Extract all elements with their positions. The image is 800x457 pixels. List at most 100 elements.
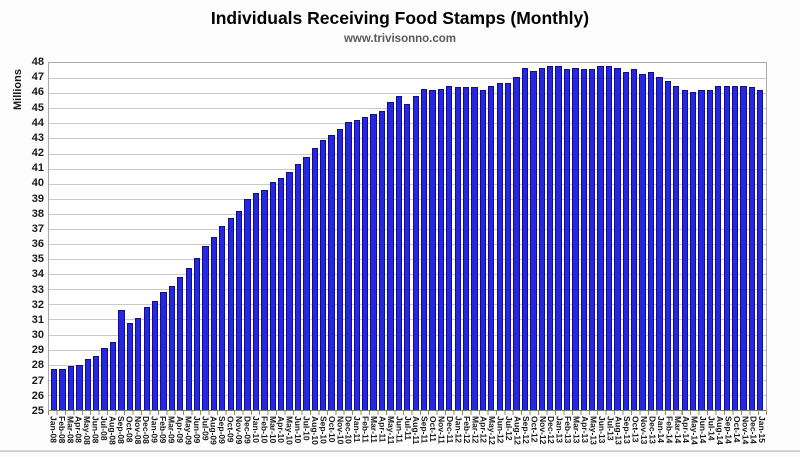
x-tick-label: Nov-08 bbox=[132, 416, 143, 445]
x-tick: Aug-14 bbox=[714, 416, 725, 450]
bar-Oct-12 bbox=[530, 70, 537, 410]
x-tick-label: Dec-12 bbox=[546, 416, 557, 444]
x-tick: Mar-09 bbox=[166, 416, 177, 450]
x-tick-label: Mar-13 bbox=[571, 416, 582, 444]
x-tick-label: Jun-11 bbox=[394, 416, 405, 443]
bar-Aug-11 bbox=[412, 96, 419, 410]
x-tick-label: Nov-14 bbox=[740, 416, 751, 445]
x-tick: Oct-09 bbox=[225, 416, 236, 450]
x-tick-label: Aug-11 bbox=[411, 416, 422, 445]
bar-May-09 bbox=[185, 268, 192, 410]
plot-area bbox=[48, 62, 767, 411]
bar-Jul-10 bbox=[303, 156, 310, 410]
bar-Jul-12 bbox=[504, 82, 512, 410]
x-tick: Feb-09 bbox=[158, 416, 169, 450]
y-tick-label: 28 bbox=[31, 359, 44, 372]
x-tick-label: Sep-10 bbox=[318, 416, 329, 444]
x-tick-label: Feb-08 bbox=[56, 416, 67, 444]
x-tick: Dec-14 bbox=[749, 416, 759, 450]
x-tick-label: Apr-14 bbox=[681, 416, 692, 443]
x-tick: Dec-09 bbox=[242, 416, 252, 450]
x-tick: Nov-09 bbox=[234, 416, 244, 450]
y-tick-label: 26 bbox=[31, 389, 44, 402]
y-tick-label: 38 bbox=[31, 207, 44, 220]
x-tick-label: Aug-14 bbox=[714, 416, 725, 445]
x-tick-label: Aug-09 bbox=[208, 416, 219, 445]
x-tick-label: Jan-11 bbox=[352, 416, 363, 443]
x-tick-label: Mar-10 bbox=[267, 416, 278, 444]
bar-May-13 bbox=[589, 69, 596, 410]
x-tick-label: May-11 bbox=[385, 416, 396, 445]
x-tick-label: Mar-08 bbox=[65, 416, 76, 444]
x-tick-label: Mar-14 bbox=[672, 416, 683, 444]
x-tick: Dec-12 bbox=[546, 416, 557, 450]
bar-Sep-14 bbox=[723, 85, 730, 410]
x-tick: Dec-08 bbox=[141, 416, 151, 450]
x-tick: Mar-12 bbox=[470, 416, 481, 450]
x-tick-label: Apr-09 bbox=[174, 416, 185, 443]
x-tick: Jun-11 bbox=[394, 416, 405, 450]
y-tick-label: 45 bbox=[31, 101, 44, 114]
x-tick: Mar-08 bbox=[65, 416, 76, 450]
x-tick-label: Jun-09 bbox=[191, 416, 202, 444]
bar-Aug-12 bbox=[513, 76, 520, 410]
x-tick-label: Jan-13 bbox=[554, 416, 565, 443]
bar-Jul-14 bbox=[706, 90, 714, 410]
x-tick-label: Sep-11 bbox=[419, 416, 430, 444]
x-tick-label: Feb-09 bbox=[158, 416, 169, 444]
bar-Jun-12 bbox=[496, 82, 503, 410]
x-tick: Jun-13 bbox=[597, 416, 607, 450]
x-tick: Aug-13 bbox=[614, 416, 624, 450]
x-tick-label: Oct-14 bbox=[731, 416, 742, 443]
bar-Dec-10 bbox=[345, 121, 352, 410]
bar-Dec-11 bbox=[446, 85, 453, 410]
bar-Aug-14 bbox=[715, 85, 722, 410]
bar-Dec-08 bbox=[143, 307, 150, 410]
x-tick-label: Oct-12 bbox=[529, 416, 540, 443]
bar-Feb-08 bbox=[59, 369, 66, 410]
x-tick-label: Jan-09 bbox=[149, 416, 160, 443]
bar-Feb-10 bbox=[261, 189, 268, 410]
bar-Jul-09 bbox=[202, 245, 209, 410]
bar-Feb-09 bbox=[160, 292, 167, 410]
x-tick: Aug-11 bbox=[411, 416, 422, 450]
bar-Feb-14 bbox=[664, 81, 672, 410]
x-tick: Oct-13 bbox=[631, 416, 641, 450]
x-tick: Jul-10 bbox=[302, 416, 312, 450]
bar-Sep-12 bbox=[521, 67, 529, 410]
bar-Oct-08 bbox=[126, 322, 134, 410]
x-tick-label: Mar-12 bbox=[470, 416, 481, 444]
x-tick-label: Aug-10 bbox=[309, 416, 320, 445]
x-tick: Jul-13 bbox=[605, 416, 615, 450]
x-tick: May-13 bbox=[588, 416, 598, 450]
x-tick-label: Jan-12 bbox=[453, 416, 464, 443]
bar-Mar-10 bbox=[269, 182, 276, 410]
x-tick: Aug-12 bbox=[512, 416, 522, 450]
x-tick-label: Oct-09 bbox=[225, 416, 236, 443]
y-tick-label: 39 bbox=[31, 192, 44, 205]
y-tick-label: 44 bbox=[31, 116, 44, 129]
bar-Jun-14 bbox=[698, 90, 705, 410]
y-tick-label: 30 bbox=[31, 329, 44, 342]
x-tick-label: Dec-13 bbox=[647, 416, 658, 444]
bar-Aug-09 bbox=[210, 236, 218, 410]
x-tick: Jan-09 bbox=[149, 416, 160, 450]
bar-Sep-13 bbox=[622, 72, 629, 410]
y-tick-label: 29 bbox=[31, 344, 44, 357]
x-tick-label: Sep-09 bbox=[217, 416, 228, 444]
bar-Aug-10 bbox=[311, 147, 318, 410]
x-tick-label: Aug-08 bbox=[107, 416, 118, 445]
x-tick: Aug-09 bbox=[208, 416, 219, 450]
bar-Nov-11 bbox=[437, 88, 445, 410]
bar-Apr-13 bbox=[580, 69, 587, 410]
bar-May-10 bbox=[286, 171, 293, 410]
x-tick: Jul-09 bbox=[200, 416, 210, 450]
x-tick: Sep-13 bbox=[622, 416, 632, 450]
x-tick: Mar-14 bbox=[672, 416, 683, 450]
x-tick-label: Mar-09 bbox=[166, 416, 177, 444]
x-tick-label: Nov-10 bbox=[335, 416, 346, 445]
x-tick: Feb-13 bbox=[563, 416, 573, 450]
y-tick-label: 48 bbox=[31, 56, 44, 68]
x-tick: Nov-08 bbox=[132, 416, 143, 450]
x-tick: Dec-13 bbox=[647, 416, 658, 450]
